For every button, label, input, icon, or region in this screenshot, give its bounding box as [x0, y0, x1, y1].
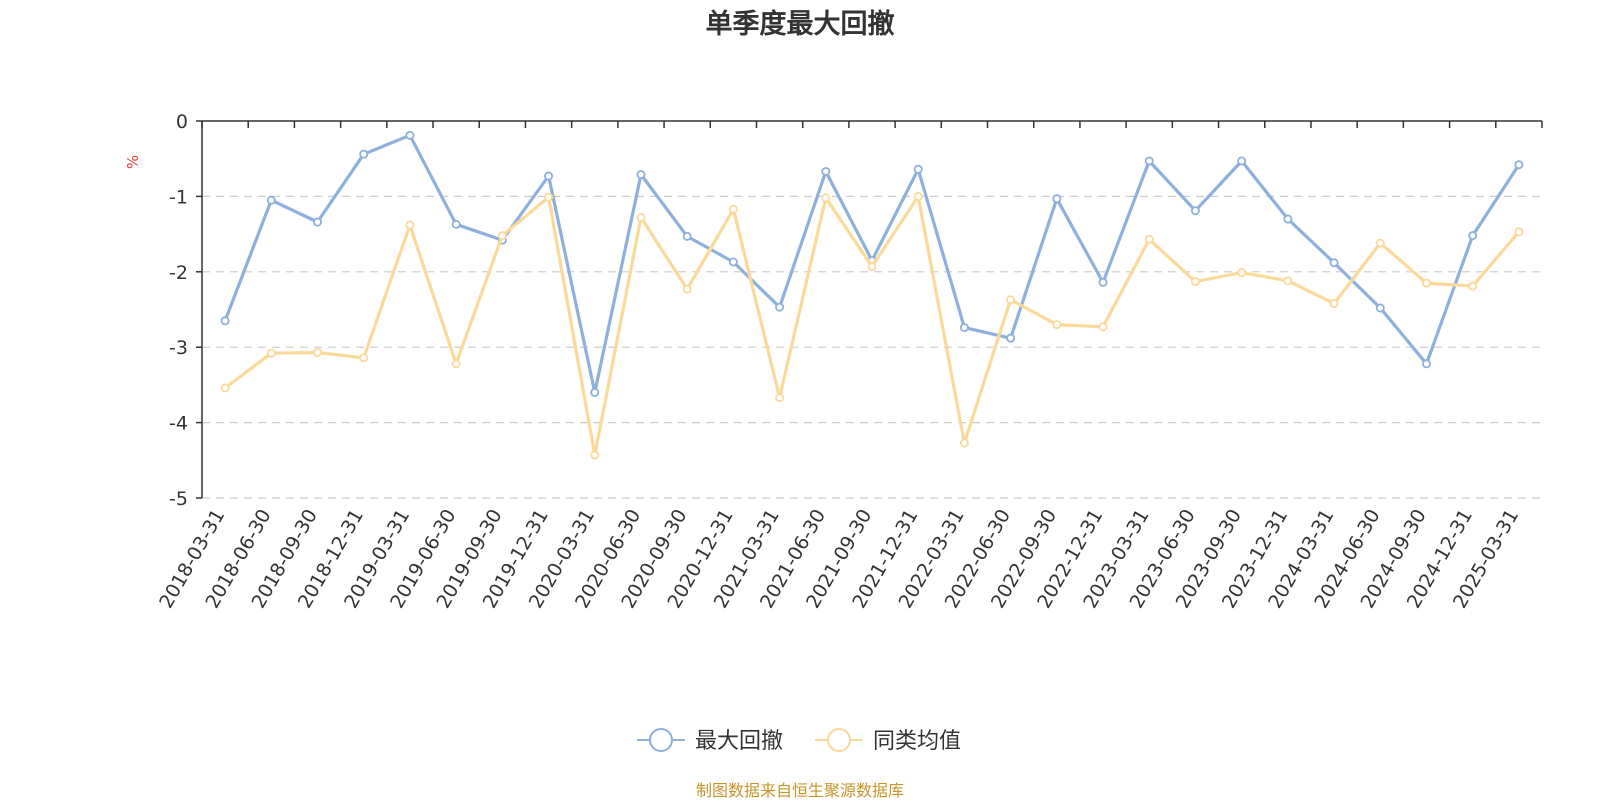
legend-marker-max-drawdown [649, 728, 673, 752]
data-point[interactable] [1190, 277, 1200, 287]
data-point[interactable] [1329, 298, 1339, 308]
data-point[interactable] [1283, 276, 1293, 286]
series [220, 130, 1524, 460]
data-point[interactable] [775, 302, 785, 312]
data-point[interactable] [959, 438, 969, 448]
data-point[interactable] [220, 316, 230, 326]
data-point[interactable] [590, 387, 600, 397]
data-point[interactable] [1006, 295, 1016, 305]
data-point[interactable] [1190, 206, 1200, 216]
y-tick-label: -5 [169, 488, 188, 510]
data-point[interactable] [1144, 234, 1154, 244]
data-point[interactable] [821, 193, 831, 203]
data-point[interactable] [728, 257, 738, 267]
data-point[interactable] [821, 167, 831, 177]
data-point[interactable] [1237, 268, 1247, 278]
data-point[interactable] [313, 217, 323, 227]
data-point[interactable] [405, 130, 415, 140]
series-0 [220, 130, 1524, 397]
data-point[interactable] [1375, 238, 1385, 248]
data-point[interactable] [544, 171, 554, 181]
data-point[interactable] [1514, 160, 1524, 170]
data-point[interactable] [1421, 278, 1431, 288]
y-tick-label: -2 [169, 262, 188, 284]
data-point[interactable] [1283, 214, 1293, 224]
data-point[interactable] [266, 195, 276, 205]
data-point[interactable] [775, 393, 785, 403]
y-tick-label: -4 [169, 413, 188, 435]
data-point[interactable] [682, 231, 692, 241]
y-tick-labels: 0 -1 -2 -3 -4 -5 [169, 111, 188, 510]
x-tick-labels: 2018-03-312018-06-302018-09-302018-12-31… [155, 505, 1523, 612]
data-point[interactable] [636, 170, 646, 180]
data-point[interactable] [590, 450, 600, 460]
data-point[interactable] [497, 231, 507, 241]
data-point[interactable] [1375, 303, 1385, 313]
data-point[interactable] [313, 347, 323, 357]
series-line [224, 194, 1521, 457]
legend-label-peer-average: 同类均值 [873, 729, 961, 754]
data-point[interactable] [913, 164, 923, 174]
source-note: 制图数据来自恒生聚源数据库 [696, 781, 904, 800]
y-axis-unit: % [124, 155, 142, 169]
data-point[interactable] [728, 204, 738, 214]
data-point[interactable] [1006, 333, 1016, 343]
data-point[interactable] [451, 219, 461, 229]
legend-item-peer-average[interactable]: 同类均值 [815, 728, 961, 754]
y-tick-label: 0 [176, 111, 188, 133]
data-point[interactable] [1468, 231, 1478, 241]
data-point[interactable] [1098, 277, 1108, 287]
data-point[interactable] [1098, 322, 1108, 332]
data-point[interactable] [1237, 156, 1247, 166]
data-point[interactable] [682, 284, 692, 294]
legend-marker-peer-average [827, 728, 851, 752]
y-tick-label: -1 [169, 186, 188, 208]
data-point[interactable] [959, 323, 969, 333]
series-1 [220, 191, 1524, 460]
data-point[interactable] [359, 353, 369, 363]
data-point[interactable] [1329, 258, 1339, 268]
axes [196, 120, 1543, 499]
data-point[interactable] [913, 191, 923, 201]
y-tick-label: -3 [169, 337, 188, 359]
data-point[interactable] [359, 149, 369, 159]
data-point[interactable] [1468, 281, 1478, 291]
data-point[interactable] [266, 348, 276, 358]
legend-item-max-drawdown[interactable]: 最大回撤 [637, 728, 783, 754]
data-point[interactable] [451, 359, 461, 369]
data-point[interactable] [867, 262, 877, 272]
data-point[interactable] [1514, 227, 1524, 237]
data-point[interactable] [1052, 320, 1062, 330]
legend[interactable]: 最大回撤 同类均值 [637, 728, 961, 754]
data-point[interactable] [220, 383, 230, 393]
data-point[interactable] [405, 220, 415, 230]
legend-label-max-drawdown: 最大回撤 [695, 729, 783, 754]
chart-title: 单季度最大回撤 [706, 8, 895, 40]
data-point[interactable] [544, 192, 554, 202]
data-point[interactable] [1052, 194, 1062, 204]
data-point[interactable] [1421, 359, 1431, 369]
data-point[interactable] [636, 213, 646, 223]
data-point[interactable] [1144, 156, 1154, 166]
